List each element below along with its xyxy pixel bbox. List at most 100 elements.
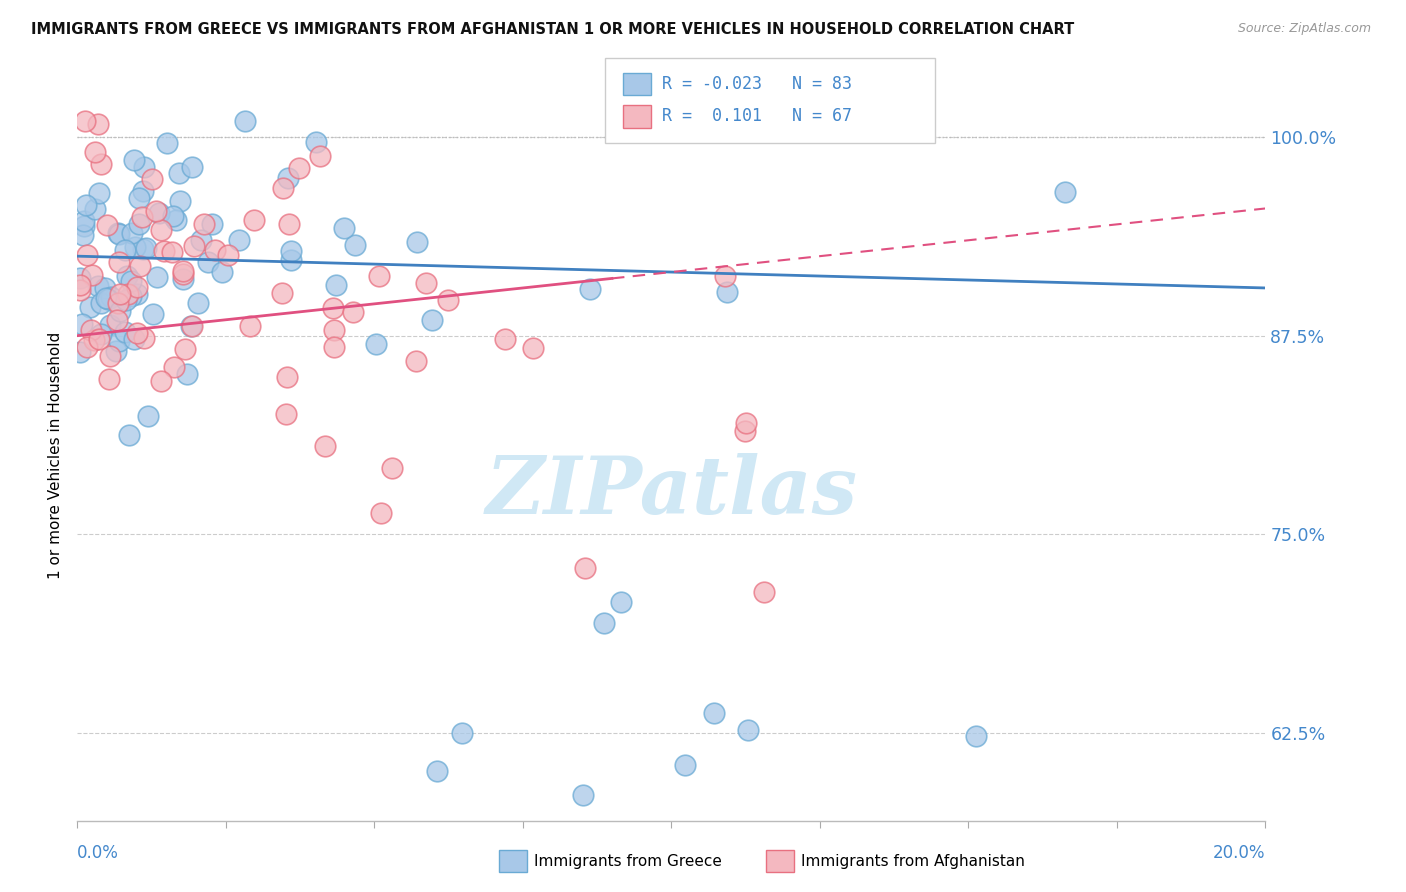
Point — [72, 228, 94, 243]
Point — [716, 285, 738, 299]
Point — [115, 293, 138, 307]
Point — [172, 267, 194, 281]
Point — [107, 227, 129, 241]
Point — [703, 706, 725, 720]
Point — [183, 238, 205, 252]
Point — [127, 286, 149, 301]
Point — [142, 307, 165, 321]
Point — [314, 439, 336, 453]
Point — [160, 245, 183, 260]
Point — [124, 239, 146, 253]
Text: IMMIGRANTS FROM GREECE VS IMMIGRANTS FROM AFGHANISTAN 1 OR MORE VEHICLES IN HOUS: IMMIGRANTS FROM GREECE VS IMMIGRANTS FRO… — [31, 22, 1074, 37]
Point — [217, 247, 239, 261]
Y-axis label: 1 or more Vehicles in Household: 1 or more Vehicles in Household — [48, 331, 63, 579]
Point — [128, 217, 150, 231]
Point — [97, 372, 120, 386]
Point — [673, 758, 696, 772]
Point — [94, 281, 117, 295]
Point — [120, 274, 142, 288]
Point — [79, 300, 101, 314]
Point — [451, 725, 474, 739]
Point — [146, 269, 169, 284]
Point — [132, 184, 155, 198]
Point — [87, 279, 110, 293]
Point — [494, 332, 516, 346]
Point — [280, 244, 302, 259]
Point — [118, 428, 141, 442]
Point — [610, 594, 633, 608]
Point — [69, 270, 91, 285]
Text: Source: ZipAtlas.com: Source: ZipAtlas.com — [1237, 22, 1371, 36]
Point — [75, 114, 97, 128]
Point — [204, 243, 226, 257]
Point — [288, 161, 311, 175]
Point — [114, 325, 136, 339]
Point — [167, 166, 190, 180]
Point — [117, 286, 139, 301]
Point — [734, 425, 756, 439]
Point — [136, 409, 159, 424]
Point — [76, 340, 98, 354]
Point — [135, 241, 157, 255]
Point — [381, 461, 404, 475]
Point — [132, 160, 155, 174]
Point — [276, 370, 298, 384]
Point — [69, 283, 91, 297]
Point — [162, 209, 184, 223]
Text: Immigrants from Afghanistan: Immigrants from Afghanistan — [801, 854, 1025, 869]
Point — [197, 255, 219, 269]
Point — [80, 323, 103, 337]
Point — [190, 233, 212, 247]
Text: R =  0.101   N = 67: R = 0.101 N = 67 — [662, 107, 852, 126]
Point — [235, 114, 257, 128]
Point — [150, 222, 173, 236]
Point — [522, 341, 544, 355]
Point — [174, 342, 197, 356]
Point — [965, 729, 987, 743]
Point — [180, 318, 202, 333]
Point — [90, 296, 112, 310]
Point — [107, 227, 129, 241]
Point — [98, 318, 121, 333]
Point — [405, 353, 427, 368]
Point — [368, 269, 391, 284]
Point — [325, 277, 347, 292]
Point — [141, 171, 163, 186]
Point — [97, 292, 120, 306]
Point — [415, 276, 437, 290]
Point — [124, 153, 146, 168]
Point — [364, 336, 387, 351]
Point — [165, 212, 187, 227]
Point — [333, 221, 356, 235]
Point — [323, 340, 346, 354]
Text: 20.0%: 20.0% — [1213, 845, 1265, 863]
Point — [156, 136, 179, 150]
Point — [145, 204, 167, 219]
Point — [574, 561, 596, 575]
Point — [128, 191, 150, 205]
Point — [148, 206, 170, 220]
Text: ZIPatlas: ZIPatlas — [485, 453, 858, 530]
Point — [153, 244, 176, 259]
Point — [73, 214, 96, 228]
Point — [132, 242, 155, 256]
Point — [90, 327, 112, 342]
Point — [270, 286, 292, 301]
Point — [579, 282, 602, 296]
Point — [239, 318, 262, 333]
Point — [83, 334, 105, 348]
Point — [87, 332, 110, 346]
Point — [406, 235, 429, 249]
Point — [76, 248, 98, 262]
Point — [122, 332, 145, 346]
Point — [176, 367, 198, 381]
Point — [201, 217, 224, 231]
Point — [132, 331, 155, 345]
Point — [322, 301, 344, 316]
Point — [735, 417, 758, 431]
Point — [69, 345, 91, 359]
Point — [243, 213, 266, 227]
Point — [323, 323, 346, 337]
Point — [100, 290, 122, 304]
Point — [277, 217, 299, 231]
